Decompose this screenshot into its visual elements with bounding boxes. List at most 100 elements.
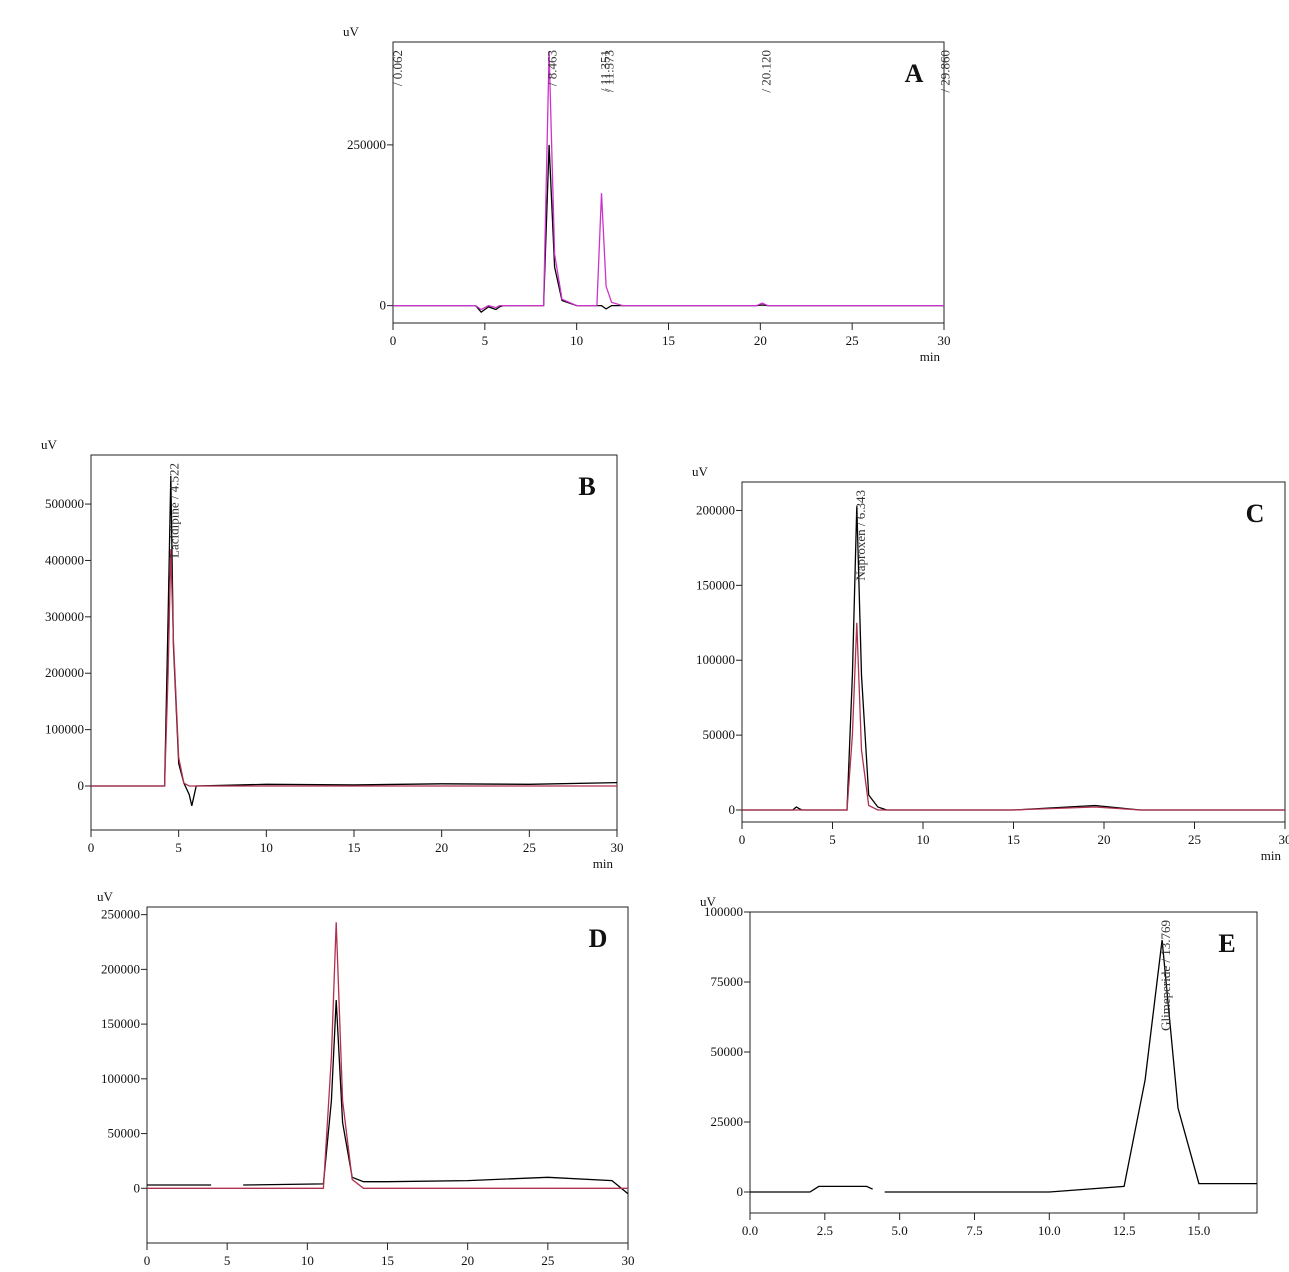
y-tick-label: 200000 (101, 961, 140, 976)
y-axis-label: uV (343, 24, 360, 39)
y-tick-label: 50000 (108, 1126, 141, 1141)
x-tick-label: 30 (622, 1253, 635, 1268)
x-tick-label: 15.0 (1188, 1223, 1211, 1238)
series-line (393, 144, 944, 313)
peak-annotation: / 0.062 (390, 50, 405, 86)
plot-frame (749, 911, 1258, 1214)
x-tick-label: 30 (938, 333, 951, 348)
y-tick-label: 250000 (347, 137, 386, 152)
x-tick-label: 20 (1098, 832, 1111, 847)
panel-label: C (1246, 499, 1265, 528)
peak-annotation: / 8.463 (544, 50, 559, 86)
chart-panel: 0 50000 100000 150000 200000 0 5 10 15 20 25 30 Napr… (692, 464, 1289, 863)
y-tick-label: 200000 (696, 502, 735, 517)
y-tick-label: 50000 (711, 1044, 744, 1059)
y-axis-label: uV (692, 464, 709, 479)
chart-panel: 0 50000 100000 150000 200000 250000 0 5 10 15 20 25… (97, 889, 635, 1272)
peak-annotation: / 29.860 (937, 50, 952, 93)
x-tick-label: 10 (260, 840, 273, 855)
x-tick-label: 0 (88, 840, 95, 855)
y-axis-label: uV (700, 894, 717, 909)
y-tick-label: 150000 (101, 1016, 140, 1031)
x-tick-label: 10.0 (1038, 1223, 1061, 1238)
x-tick-label: 0 (739, 832, 746, 847)
peak-annotation: / 11.351 (597, 50, 612, 92)
y-tick-label: 250000 (101, 907, 140, 922)
x-tick-label: 30 (611, 840, 624, 855)
x-tick-label: 20 (435, 840, 448, 855)
y-tick-label: 0 (737, 1184, 744, 1199)
x-tick-label: 5 (224, 1253, 231, 1268)
x-tick-label: 20 (754, 333, 767, 348)
x-tick-label: 10 (301, 1253, 314, 1268)
panel-label: A (905, 59, 924, 88)
peak-annotation: / 11.573 (602, 50, 617, 92)
series-line (91, 549, 617, 787)
y-tick-label: 0 (729, 802, 736, 817)
y-tick-label: 100000 (704, 904, 743, 919)
plot-frame (146, 906, 629, 1244)
y-tick-label: 150000 (696, 577, 735, 592)
x-tick-label: 25 (541, 1253, 554, 1268)
series-line (742, 622, 1285, 811)
y-tick-label: 75000 (711, 974, 744, 989)
x-tick-label: 10 (917, 832, 930, 847)
x-tick-label: 5 (175, 840, 182, 855)
y-tick-label: 200000 (45, 665, 84, 680)
series-line (147, 922, 628, 1189)
y-tick-label: 500000 (45, 496, 84, 511)
x-tick-label: 0 (390, 333, 397, 348)
panel-label: D (589, 924, 608, 953)
x-tick-label: 5 (829, 832, 836, 847)
x-tick-label: 0 (144, 1253, 151, 1268)
peak-annotation: / 20.120 (759, 50, 774, 93)
y-tick-label: 0 (78, 778, 85, 793)
x-axis-label: min (604, 1269, 625, 1272)
x-tick-label: 2.5 (817, 1223, 833, 1238)
panel-label: B (578, 472, 595, 501)
y-tick-label: 0 (380, 298, 387, 313)
x-axis-label: min (1261, 848, 1282, 863)
y-tick-label: 300000 (45, 609, 84, 624)
y-tick-label: 0 (134, 1180, 141, 1195)
x-tick-label: 25 (846, 333, 859, 348)
x-tick-label: 15 (381, 1253, 394, 1268)
chart-panel: 0 100000 200000 300000 400000 500000 0 5 10 15 20 2… (41, 437, 624, 871)
y-tick-label: 25000 (711, 1114, 744, 1129)
x-tick-label: 20 (461, 1253, 474, 1268)
peak-annotation: Glimeperide / 13.769 (1158, 920, 1173, 1031)
y-tick-label: 100000 (101, 1071, 140, 1086)
x-tick-label: 5.0 (892, 1223, 908, 1238)
x-tick-label: 25 (1188, 832, 1201, 847)
x-tick-label: 10 (570, 333, 583, 348)
x-tick-label: 25 (523, 840, 536, 855)
y-tick-label: 100000 (45, 722, 84, 737)
plot-frame (392, 41, 945, 324)
x-tick-label: 5 (482, 333, 489, 348)
y-axis-label: uV (41, 437, 58, 452)
chart-panel: 0 25000 50000 75000 100000 0.0 2.5 5.0 7.5 10.0 12… (700, 894, 1258, 1238)
x-tick-label: 15 (662, 333, 675, 348)
x-axis-label: min (920, 349, 941, 364)
y-tick-label: 400000 (45, 552, 84, 567)
panel-label: E (1218, 929, 1235, 958)
series-line (393, 51, 944, 311)
x-tick-label: 15 (1007, 832, 1020, 847)
chart-panel: 0 250000 0 5 10 15 20 25 30 / 0.062 / 8.463 / 11.35… (343, 24, 952, 364)
peak-annotation: Naproxen / 6.343 (853, 490, 868, 581)
series-line (147, 999, 629, 1195)
y-tick-label: 50000 (703, 727, 736, 742)
plot-frame (741, 481, 1286, 823)
x-tick-label: 0.0 (742, 1223, 758, 1238)
x-tick-label: 7.5 (966, 1223, 982, 1238)
x-tick-label: 15 (348, 840, 361, 855)
peak-annotation: Lacidipine / 4.522 (166, 463, 181, 558)
series-line (742, 505, 1285, 811)
x-tick-label: 30 (1279, 832, 1289, 847)
y-tick-label: 100000 (696, 652, 735, 667)
x-axis-label: min (593, 856, 614, 871)
x-tick-label: 12.5 (1113, 1223, 1136, 1238)
series-line (750, 939, 1257, 1193)
